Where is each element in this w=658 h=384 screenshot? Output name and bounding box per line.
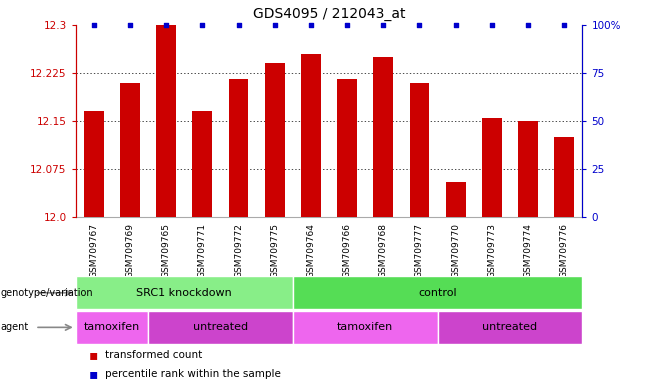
Bar <box>409 83 430 217</box>
Bar <box>293 276 582 309</box>
Bar <box>438 311 582 344</box>
Bar <box>76 311 148 344</box>
Point <box>305 22 316 28</box>
Text: GSM709768: GSM709768 <box>379 223 388 278</box>
Text: GSM709774: GSM709774 <box>524 223 532 278</box>
Point <box>124 22 136 28</box>
Point <box>486 22 497 28</box>
Text: agent: agent <box>1 322 29 333</box>
Text: GSM709764: GSM709764 <box>307 223 315 278</box>
Bar <box>148 311 293 344</box>
Title: GDS4095 / 212043_at: GDS4095 / 212043_at <box>253 7 405 21</box>
Bar <box>482 118 502 217</box>
Bar <box>293 311 438 344</box>
Bar <box>228 79 249 217</box>
Text: GSM709770: GSM709770 <box>451 223 460 278</box>
Text: percentile rank within the sample: percentile rank within the sample <box>105 369 281 379</box>
Bar <box>120 83 140 217</box>
Text: GSM709775: GSM709775 <box>270 223 279 278</box>
Text: GSM709767: GSM709767 <box>89 223 98 278</box>
Point <box>342 22 353 28</box>
Text: GSM709769: GSM709769 <box>126 223 134 278</box>
Text: GSM709773: GSM709773 <box>488 223 496 278</box>
Bar <box>76 276 293 309</box>
Text: ▪: ▪ <box>89 367 98 381</box>
Bar <box>301 54 321 217</box>
Point <box>415 22 425 28</box>
Point <box>378 22 388 28</box>
Text: GSM709777: GSM709777 <box>415 223 424 278</box>
Text: GSM709771: GSM709771 <box>198 223 207 278</box>
Point <box>161 22 171 28</box>
Point <box>270 22 280 28</box>
Bar <box>373 57 393 217</box>
Text: GSM709772: GSM709772 <box>234 223 243 278</box>
Text: untreated: untreated <box>482 322 538 333</box>
Bar <box>337 79 357 217</box>
Bar <box>156 25 176 217</box>
Bar <box>84 111 104 217</box>
Point <box>559 22 570 28</box>
Bar <box>554 137 574 217</box>
Text: GSM709765: GSM709765 <box>162 223 170 278</box>
Bar <box>518 121 538 217</box>
Text: GSM709776: GSM709776 <box>560 223 569 278</box>
Point <box>197 22 207 28</box>
Point <box>233 22 243 28</box>
Text: ▪: ▪ <box>89 348 98 362</box>
Point <box>522 22 533 28</box>
Text: tamoxifen: tamoxifen <box>84 322 140 333</box>
Bar <box>192 111 213 217</box>
Point <box>88 22 99 28</box>
Text: genotype/variation: genotype/variation <box>1 288 93 298</box>
Bar <box>265 63 285 217</box>
Text: untreated: untreated <box>193 322 248 333</box>
Text: tamoxifen: tamoxifen <box>337 322 393 333</box>
Text: control: control <box>418 288 457 298</box>
Text: transformed count: transformed count <box>105 350 203 360</box>
Bar <box>445 182 466 217</box>
Text: SRC1 knockdown: SRC1 knockdown <box>136 288 232 298</box>
Point <box>450 22 461 28</box>
Text: GSM709766: GSM709766 <box>343 223 351 278</box>
